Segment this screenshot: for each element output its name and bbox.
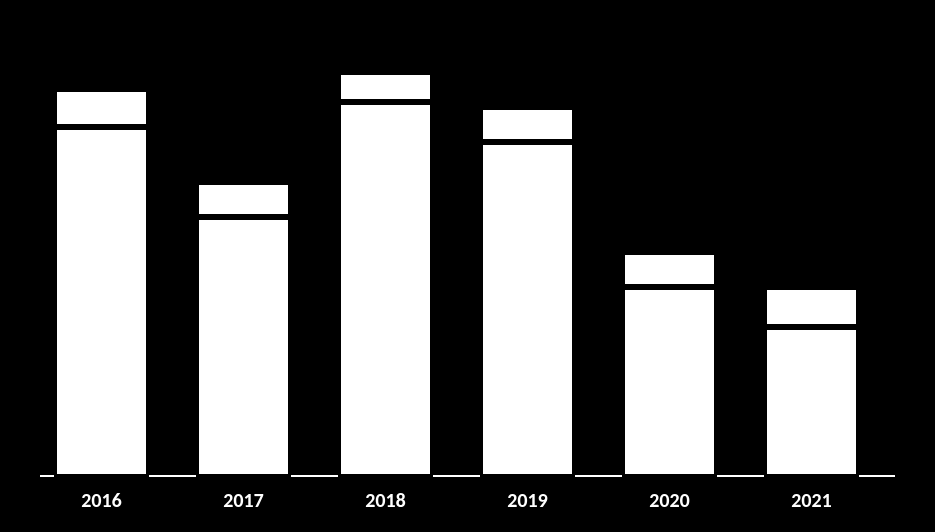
bar xyxy=(622,252,717,477)
bar xyxy=(480,107,575,477)
bar xyxy=(338,72,433,477)
bar-segment xyxy=(196,182,291,217)
bar-segment xyxy=(480,107,575,142)
bar-segment xyxy=(480,142,575,477)
bar-segment xyxy=(54,127,149,477)
x-axis-labels: 2016 2017 2018 2019 2020 2021 xyxy=(40,477,895,532)
bar-segment xyxy=(764,327,859,477)
bar-segment xyxy=(54,89,149,127)
bar xyxy=(764,287,859,477)
bar-chart: 2016 2017 2018 2019 2020 2021 xyxy=(0,0,935,532)
bar-segment xyxy=(338,72,433,102)
bar-segment xyxy=(622,252,717,287)
plot-area xyxy=(40,47,895,477)
x-axis-label: 2016 xyxy=(54,489,149,513)
bar-segment xyxy=(622,287,717,477)
bar-segment xyxy=(764,287,859,327)
bar xyxy=(196,182,291,477)
bar xyxy=(54,89,149,477)
x-axis-label: 2019 xyxy=(480,489,575,513)
bar-segment xyxy=(338,102,433,477)
bar-segment xyxy=(196,217,291,477)
x-axis-label: 2018 xyxy=(338,489,433,513)
x-axis-label: 2021 xyxy=(764,489,859,513)
x-axis-label: 2020 xyxy=(622,489,717,513)
x-axis-label: 2017 xyxy=(196,489,291,513)
